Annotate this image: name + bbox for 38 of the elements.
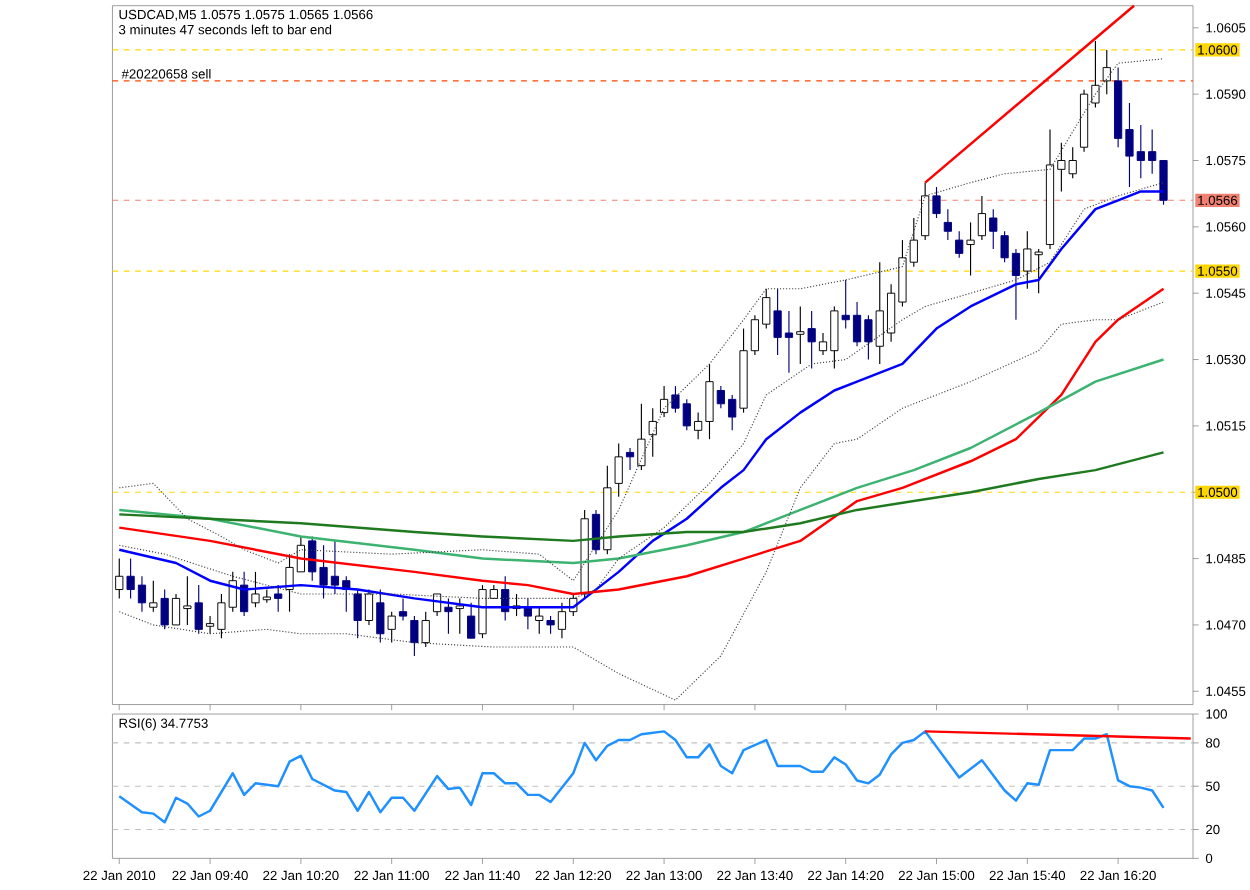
line-series bbox=[118, 729, 1165, 824]
candlestick bbox=[921, 181, 930, 241]
line-series bbox=[118, 287, 1165, 595]
candlestick bbox=[625, 447, 635, 471]
candlestick bbox=[966, 221, 975, 276]
candlestick bbox=[659, 385, 669, 418]
candlestick bbox=[943, 208, 952, 241]
candlestick bbox=[932, 186, 941, 219]
candlestick bbox=[353, 588, 362, 639]
candlestick bbox=[387, 610, 396, 643]
line-series bbox=[118, 57, 1165, 581]
candlestick bbox=[398, 597, 408, 621]
candlestick bbox=[376, 588, 385, 643]
candlestick bbox=[455, 597, 464, 635]
candlestick bbox=[467, 601, 476, 639]
candlestick bbox=[796, 305, 805, 365]
candlestick bbox=[421, 610, 430, 648]
candlestick bbox=[977, 195, 987, 241]
candlestick bbox=[410, 615, 419, 657]
candlestick bbox=[523, 597, 532, 630]
candlestick bbox=[364, 588, 374, 626]
candlestick bbox=[160, 588, 169, 630]
candlestick bbox=[989, 208, 998, 250]
candlestick bbox=[955, 230, 964, 259]
candlestick bbox=[194, 584, 203, 635]
candlestick bbox=[807, 310, 816, 369]
candlestick bbox=[274, 584, 283, 612]
line-series bbox=[118, 357, 1165, 564]
candlestick bbox=[115, 557, 124, 599]
candlestick bbox=[614, 442, 623, 497]
candlestick bbox=[149, 579, 158, 612]
candlestick bbox=[240, 570, 249, 617]
candlestick bbox=[1102, 49, 1111, 95]
candlestick bbox=[637, 402, 646, 471]
candlestick bbox=[444, 597, 453, 635]
line-series bbox=[118, 301, 1165, 701]
candlestick bbox=[535, 606, 544, 635]
candlestick bbox=[648, 407, 657, 458]
